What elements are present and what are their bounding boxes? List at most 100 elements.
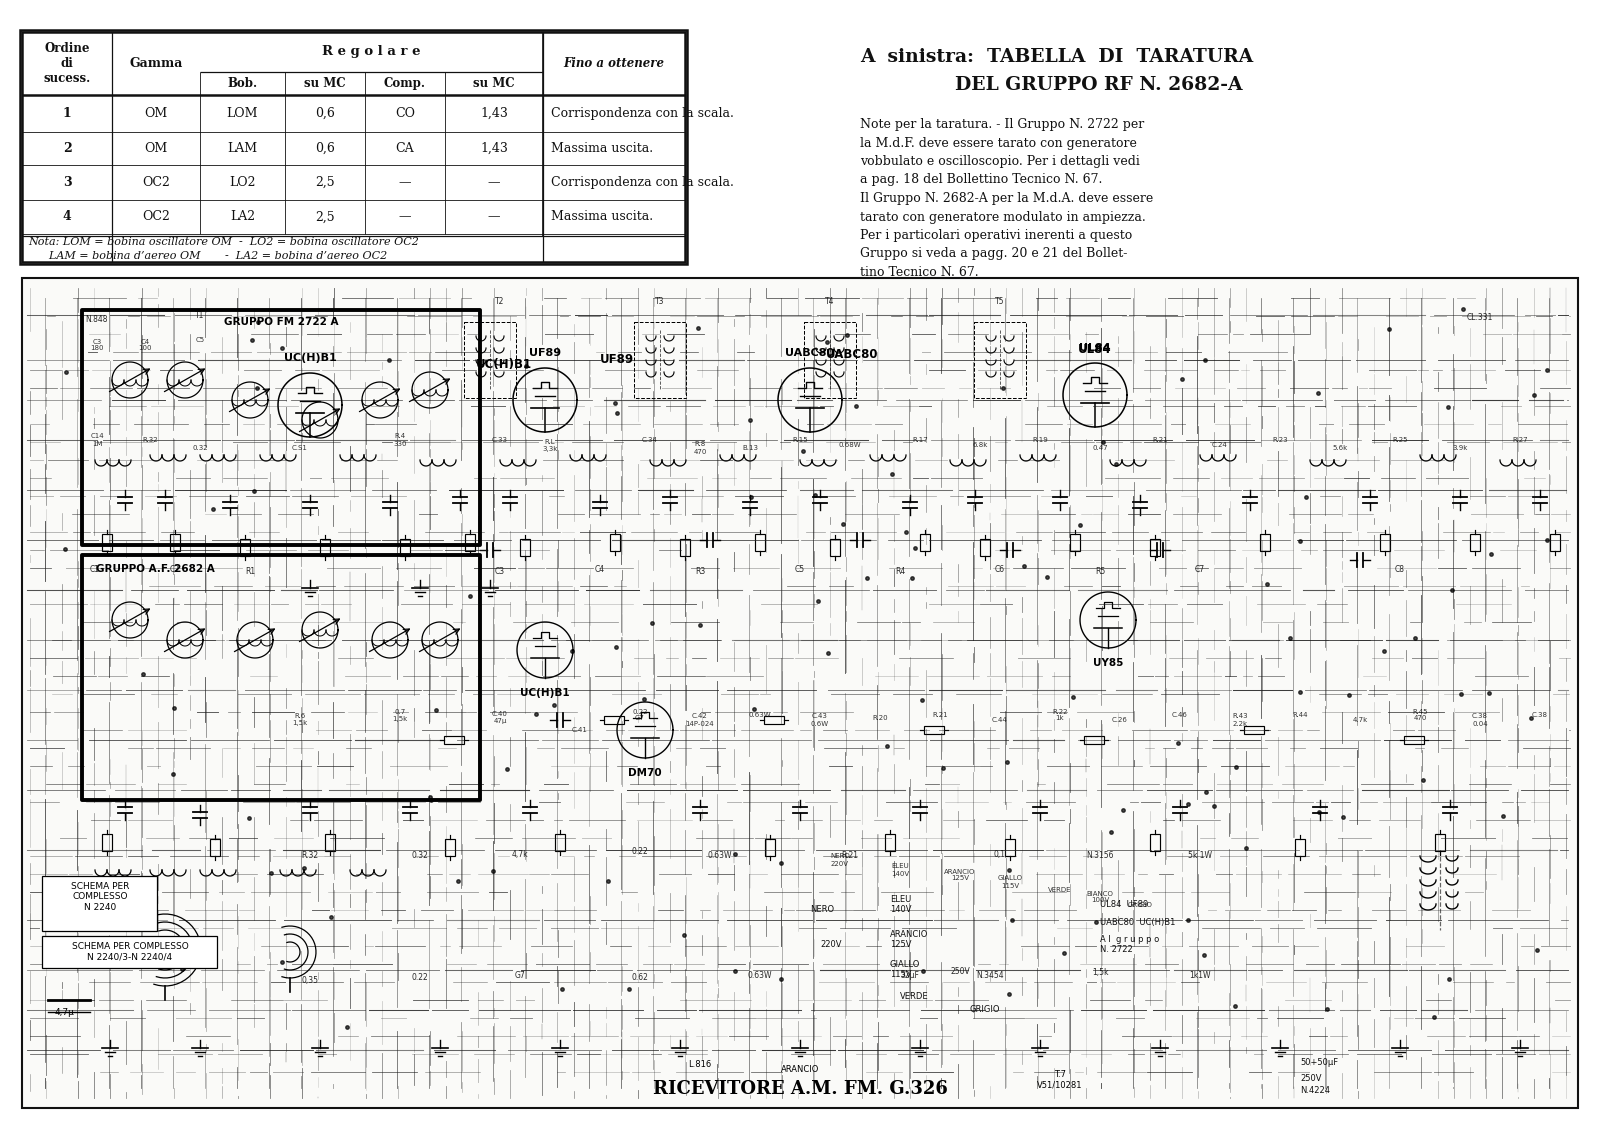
Text: R.43
2.2k: R.43 2.2k — [1232, 714, 1248, 726]
Text: 4.7k: 4.7k — [1352, 717, 1368, 723]
Text: Bob.: Bob. — [227, 77, 258, 90]
Text: Massima uscita.: Massima uscita. — [550, 210, 653, 224]
Text: ARANCIO: ARANCIO — [781, 1065, 819, 1074]
Text: OM: OM — [144, 107, 168, 120]
Text: T1: T1 — [195, 311, 205, 320]
Text: G7: G7 — [515, 970, 525, 979]
Bar — [1470, 534, 1480, 551]
Bar — [19, 31, 686, 264]
Bar — [22, 32, 685, 262]
Text: ELEU
140V: ELEU 140V — [890, 895, 912, 914]
Text: 3: 3 — [62, 176, 72, 189]
Text: 0.68W: 0.68W — [838, 442, 861, 448]
Text: 1,5k: 1,5k — [1091, 967, 1109, 976]
Bar — [82, 310, 480, 545]
Text: —: — — [488, 210, 501, 224]
Bar — [400, 538, 410, 556]
Text: C.38
0.04: C.38 0.04 — [1472, 714, 1488, 726]
Text: 2,5: 2,5 — [315, 176, 334, 189]
Text: —: — — [398, 176, 411, 189]
Bar — [325, 834, 334, 852]
Bar — [1261, 534, 1270, 551]
Bar — [42, 877, 157, 931]
Text: 32µF: 32µF — [901, 970, 920, 979]
Bar — [1435, 834, 1445, 852]
Text: 250V: 250V — [950, 967, 970, 976]
Text: C.34: C.34 — [642, 437, 658, 443]
Text: Comp.: Comp. — [384, 77, 426, 90]
Text: 1k1W: 1k1W — [1189, 970, 1211, 979]
Text: LO2: LO2 — [229, 176, 256, 189]
Text: B.13: B.13 — [742, 444, 758, 451]
Text: C6: C6 — [995, 566, 1005, 575]
Text: LAM = bobina d’aereo OM       -  LA2 = bobina d’aereo OC2: LAM = bobina d’aereo OM - LA2 = bobina d… — [29, 251, 387, 261]
Text: 2: 2 — [62, 143, 72, 155]
Text: C.24: C.24 — [1213, 442, 1227, 448]
Text: VERDE: VERDE — [1048, 887, 1072, 893]
Text: Massima uscita.: Massima uscita. — [550, 143, 653, 155]
Bar — [610, 534, 621, 551]
Text: Ordine
di
sucess.: Ordine di sucess. — [43, 42, 91, 85]
Text: R.27: R.27 — [1512, 437, 1528, 443]
Text: C.43
0.6W: C.43 0.6W — [811, 714, 829, 726]
Bar — [765, 839, 774, 856]
Text: R4: R4 — [894, 568, 906, 577]
Text: 0.32: 0.32 — [411, 851, 429, 860]
Text: CL.331: CL.331 — [1467, 313, 1493, 322]
Bar — [555, 834, 565, 852]
Text: BIANCO
100V: BIANCO 100V — [1086, 890, 1114, 904]
Text: 250V: 250V — [1299, 1074, 1322, 1083]
Bar — [974, 322, 1026, 398]
Text: DM70: DM70 — [629, 768, 662, 778]
Text: 0.32: 0.32 — [192, 444, 208, 451]
Text: R.20: R.20 — [872, 715, 888, 720]
Bar — [765, 716, 784, 724]
Text: C7: C7 — [1195, 566, 1205, 575]
Bar — [1245, 726, 1264, 734]
Text: Corrispondenza con la scala.: Corrispondenza con la scala. — [550, 107, 734, 120]
Text: ARANCIO
125V: ARANCIO 125V — [890, 930, 928, 949]
Text: UC(H)B1: UC(H)B1 — [520, 688, 570, 698]
Text: C.33: C.33 — [493, 437, 509, 443]
Text: R e g o l a r e: R e g o l a r e — [322, 45, 421, 59]
Text: UY85: UY85 — [1093, 658, 1123, 668]
Bar — [920, 534, 930, 551]
Text: C14
1M: C14 1M — [90, 433, 104, 447]
Text: R.21: R.21 — [1152, 437, 1168, 443]
Text: C.40
47µ: C.40 47µ — [493, 711, 507, 725]
Text: OM: OM — [144, 143, 168, 155]
Text: N.3454: N.3454 — [976, 970, 1003, 979]
Text: 50+50µF: 50+50µF — [1299, 1057, 1338, 1067]
Text: GRUPPO A.F. 2682 A: GRUPPO A.F. 2682 A — [96, 564, 214, 575]
Text: 0,1: 0,1 — [994, 851, 1006, 860]
Text: R.21: R.21 — [933, 713, 947, 718]
Text: LOM: LOM — [227, 107, 258, 120]
Bar — [830, 538, 840, 556]
Bar — [1070, 534, 1080, 551]
Text: 220V: 220V — [819, 940, 842, 949]
Text: N.4224: N.4224 — [1299, 1086, 1330, 1095]
Text: UL84: UL84 — [1078, 343, 1112, 356]
Text: SCHEMA PER
COMPLESSO
N 2240: SCHEMA PER COMPLESSO N 2240 — [70, 882, 130, 912]
Bar — [1085, 736, 1104, 744]
Text: T2: T2 — [496, 297, 504, 307]
Bar — [1150, 834, 1160, 852]
Text: UL84: UL84 — [1078, 343, 1110, 353]
Bar — [605, 716, 624, 724]
Text: UL84  UF89: UL84 UF89 — [1101, 900, 1149, 909]
Text: GIALLO
115V: GIALLO 115V — [890, 960, 920, 979]
Text: RICEVITORE A.M. FM. G.326: RICEVITORE A.M. FM. G.326 — [653, 1080, 947, 1098]
Text: A  sinistra:  TABELLA  DI  TARATURA: A sinistra: TABELLA DI TARATURA — [861, 48, 1253, 66]
Bar — [885, 834, 894, 852]
Text: —: — — [398, 210, 411, 224]
Text: 0,35: 0,35 — [301, 976, 318, 984]
Text: R.19: R.19 — [1032, 437, 1048, 443]
Text: C1: C1 — [90, 566, 99, 575]
Text: Corrispondenza con la scala.: Corrispondenza con la scala. — [550, 176, 734, 189]
Text: C5: C5 — [795, 566, 805, 575]
Text: L.816: L.816 — [688, 1060, 712, 1069]
Text: GRIGIO: GRIGIO — [1128, 903, 1152, 908]
Text: 5k 1W: 5k 1W — [1187, 851, 1213, 860]
Text: su MC: su MC — [474, 77, 515, 90]
Bar — [445, 839, 454, 856]
